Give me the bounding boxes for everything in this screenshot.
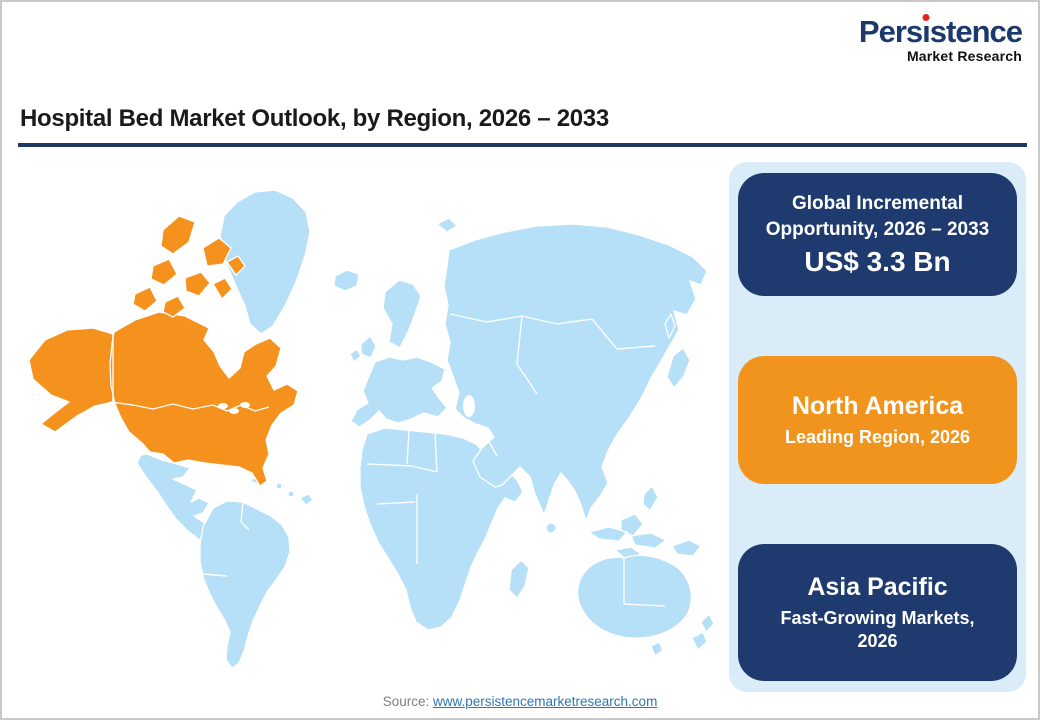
japan	[664, 313, 691, 389]
black-sea	[438, 391, 456, 401]
usa-canada-border	[110, 401, 270, 412]
card-asia-pacific: Asia Pacific Fast-Growing Markets, 2026	[738, 544, 1017, 681]
card-title-line1: Global Incremental	[791, 193, 964, 215]
alaska	[28, 327, 114, 433]
source-link[interactable]: www.persistencemarketresearch.com	[432, 694, 658, 709]
canada-usa-mainland	[109, 311, 299, 487]
europe-mainland	[350, 356, 448, 428]
card-region-title: North America	[791, 391, 964, 420]
source-note: Source: www.persistencemarketresearch.co…	[2, 694, 1038, 709]
caspian-sea	[463, 395, 475, 417]
south-america	[199, 500, 291, 669]
asia	[443, 223, 708, 522]
great-lakes	[240, 402, 250, 408]
scandinavia	[382, 279, 422, 349]
southeast-asia-islands	[588, 485, 702, 561]
logo-brand-post: stence	[929, 14, 1023, 49]
card-region-subtitle: Fast-Growing Markets, 2026	[780, 607, 975, 651]
caribbean-island	[287, 490, 295, 498]
card-global-opportunity: Global Incremental Opportunity, 2026 – 2…	[738, 173, 1017, 296]
british-isles	[349, 335, 377, 363]
page-title: Hospital Bed Market Outlook, by Region, …	[20, 105, 609, 132]
card-region-subtitle: Leading Region, 2026	[784, 426, 971, 447]
sri-lanka	[545, 522, 557, 534]
opportunity-value: US$ 3.3 Bn	[804, 245, 951, 277]
card-title-line2: Opportunity, 2026 – 2033	[765, 219, 990, 240]
great-lakes	[229, 408, 239, 414]
sidebar-panel: Global Incremental Opportunity, 2026 – 2…	[729, 162, 1026, 692]
new-zealand	[691, 613, 715, 651]
company-logo: Persı stence Market Research	[858, 14, 1023, 64]
north-america-region	[28, 215, 299, 487]
svalbard	[436, 217, 458, 233]
tasmania	[650, 641, 664, 657]
card-north-america: North America Leading Region, 2026	[738, 356, 1017, 484]
caribbean-island	[275, 482, 283, 490]
logo-brand: Persı stence	[858, 14, 1023, 49]
logo-letter-i: ı	[922, 14, 931, 49]
country-borders	[202, 313, 666, 607]
iceland	[333, 269, 360, 292]
card-region-title: Asia Pacific	[807, 572, 948, 601]
australia	[577, 554, 692, 639]
greenland	[219, 189, 311, 335]
logo-brand-pre: Pers	[858, 14, 923, 49]
logo-subtitle: Market Research	[906, 48, 1022, 64]
red-dot-icon	[922, 14, 930, 21]
arctic-archipelago	[132, 215, 246, 318]
source-label: Source:	[382, 694, 430, 709]
madagascar	[508, 559, 530, 599]
great-lakes	[218, 403, 228, 409]
world-map	[17, 164, 722, 679]
title-underline	[18, 143, 1027, 147]
